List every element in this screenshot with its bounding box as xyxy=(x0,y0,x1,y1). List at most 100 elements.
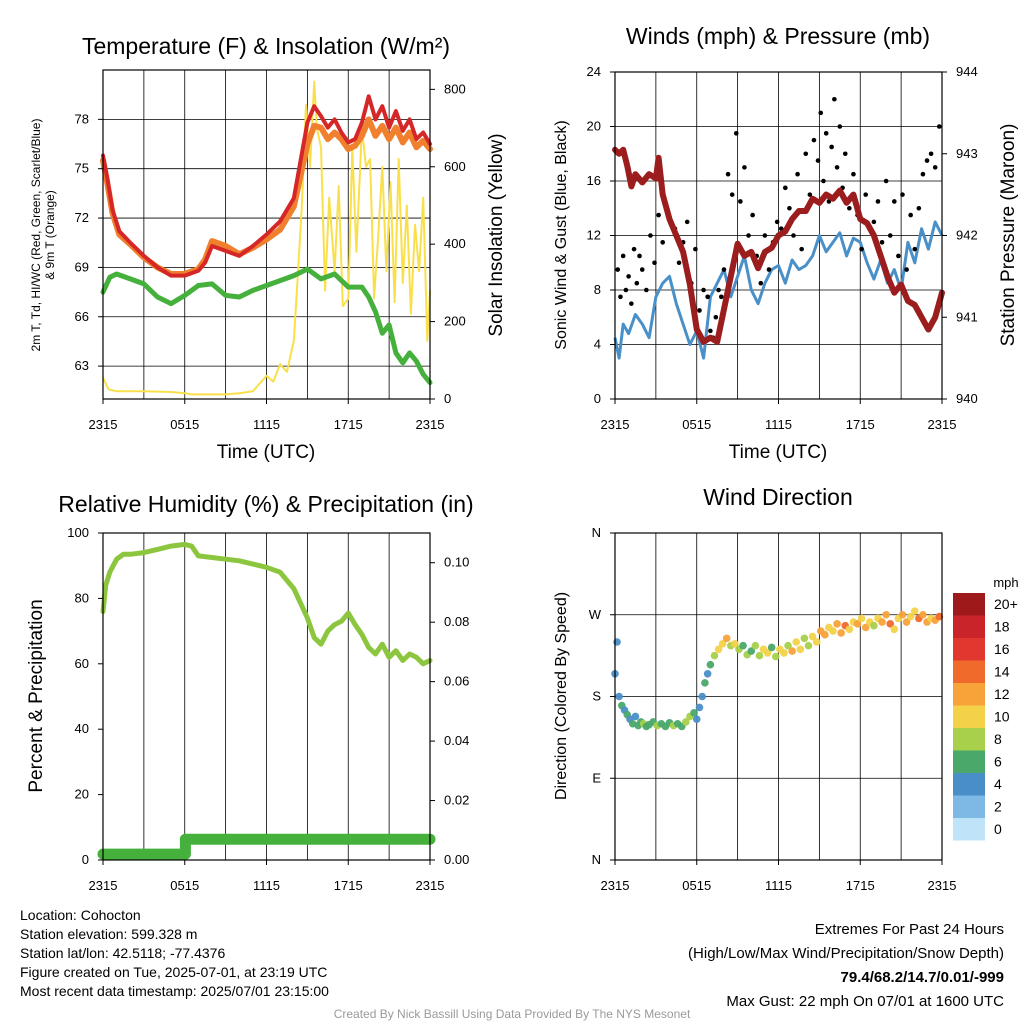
direction-point xyxy=(898,610,907,619)
gust-point xyxy=(851,171,856,177)
gust-point xyxy=(716,287,721,293)
extremes-info: Extremes For Past 24 Hours (High/Low/Max… xyxy=(688,918,1004,1014)
gust-point xyxy=(742,165,747,170)
direction-point xyxy=(692,715,701,724)
station-latlon: Station lat/lon: 42.5118; -77.4376 xyxy=(20,945,226,961)
extremes-heading: Extremes For Past 24 Hours xyxy=(814,921,1004,938)
colorbar-label: 6 xyxy=(994,754,1002,770)
direction-point xyxy=(780,649,788,657)
gust-point xyxy=(799,246,804,252)
gust-point xyxy=(733,131,739,136)
y-tick-label: 63 xyxy=(75,358,89,373)
gust-point xyxy=(791,233,796,238)
series-line-solar-insolation xyxy=(102,80,431,396)
gust-point xyxy=(631,246,637,252)
gust-point xyxy=(652,260,657,266)
gust-point xyxy=(648,233,653,238)
gust-point xyxy=(656,212,661,218)
colorbar-swatch xyxy=(953,795,985,818)
y-tick-label: 20 xyxy=(75,787,89,802)
direction-point xyxy=(821,630,829,639)
y-tick-label: N xyxy=(592,852,601,867)
colorbar-label: 20+ xyxy=(994,596,1018,612)
gust-point xyxy=(829,144,834,150)
gust-point xyxy=(832,96,837,102)
plot-frame xyxy=(102,532,431,861)
x-tick-label: 1715 xyxy=(334,417,363,432)
gust-point xyxy=(847,205,852,211)
gust-point xyxy=(795,171,800,177)
direction-point xyxy=(870,621,878,630)
y2-tick-label: 0.06 xyxy=(444,674,469,689)
gust-point xyxy=(660,240,665,245)
gust-point xyxy=(623,287,629,293)
y-tick-label: 0 xyxy=(82,852,89,867)
gust-point xyxy=(738,199,743,204)
gust-point xyxy=(900,192,905,197)
direction-point xyxy=(690,709,698,717)
winds-ylabel: Sonic Wind & Gust (Blue, Black) xyxy=(553,120,570,349)
gust-point xyxy=(904,267,909,272)
gust-point xyxy=(932,165,938,170)
series-line-precipitation xyxy=(97,833,436,860)
direction-point xyxy=(857,614,866,623)
recent-timestamp: Most recent data timestamp: 2025/07/01 2… xyxy=(20,983,329,999)
gust-point xyxy=(823,131,829,136)
colorbar-label: 10 xyxy=(994,709,1010,725)
figure-created: Figure created on Tue, 2025-07-01, at 23… xyxy=(20,964,328,980)
direction-point xyxy=(747,647,756,655)
x-tick-label: 1115 xyxy=(253,878,280,893)
gust-point xyxy=(837,124,843,129)
gust-point xyxy=(811,137,817,143)
gust-point xyxy=(713,314,719,320)
gust-point xyxy=(783,185,788,191)
extremes-legend: (High/Low/Max Wind/Precipitation/Snow De… xyxy=(688,945,1004,962)
y-tick-label: 78 xyxy=(75,111,89,126)
y2-tick-label: 0.08 xyxy=(444,614,469,629)
y2-tick-label: 0.04 xyxy=(444,733,469,748)
x-tick-label: 0515 xyxy=(170,878,199,893)
x-tick-label: 1715 xyxy=(334,878,363,893)
gust-point xyxy=(774,219,780,225)
temperature-ylabel-line2: & 9m T (Orange) xyxy=(43,190,57,280)
speed-colorbar: mph 20+ 18 16 14 12 10 8 6 4 2 0 xyxy=(953,575,1019,841)
gust-point xyxy=(750,212,755,218)
colorbar-label: 2 xyxy=(994,799,1002,815)
gust-point xyxy=(746,233,751,238)
gust-point xyxy=(626,274,631,279)
direction-point xyxy=(890,625,899,634)
direction-point xyxy=(784,641,792,650)
y2-tick-label: 0.02 xyxy=(444,793,469,808)
gust-point xyxy=(936,124,942,129)
y-tick-label: 8 xyxy=(594,282,601,297)
gust-point xyxy=(916,205,922,211)
direction-point xyxy=(763,649,772,657)
colorbar-swatch xyxy=(953,593,985,616)
gust-point xyxy=(701,287,706,293)
gust-point xyxy=(705,294,710,300)
temperature-title: Temperature (F) & Insolation (W/m²) xyxy=(82,33,450,59)
winds-panel: Winds (mph) & Pressure (mb) 0 4 8 12 16 20 24 9… xyxy=(553,23,1019,463)
colorbar-label: 4 xyxy=(994,776,1002,792)
y-tick-label: E xyxy=(592,770,601,785)
station-info: Location: Cohocton Station elevation: 59… xyxy=(20,906,329,1001)
credit-line: Created By Nick Bassill Using Data Provi… xyxy=(333,1007,691,1021)
gust-point xyxy=(639,267,645,272)
y2-tick-label: 0 xyxy=(444,391,451,406)
humidity-ylabel: Percent & Precipitation xyxy=(26,599,47,792)
y2-tick-label: 942 xyxy=(956,228,978,243)
x-tick-label: 1115 xyxy=(253,417,280,432)
colorbar-swatch xyxy=(953,750,985,773)
y-tick-label: 12 xyxy=(587,228,601,243)
direction-point xyxy=(906,612,915,621)
gust-point xyxy=(708,328,713,334)
y-tick-label: 0 xyxy=(594,391,601,406)
direction-point xyxy=(698,692,706,701)
station-elevation: Station elevation: 599.328 m xyxy=(20,926,198,942)
direction-point xyxy=(682,718,690,726)
gust-point xyxy=(815,158,821,163)
y-tick-label: W xyxy=(589,607,602,622)
colorbar-label: 0 xyxy=(994,821,1002,837)
gust-point xyxy=(871,219,877,225)
